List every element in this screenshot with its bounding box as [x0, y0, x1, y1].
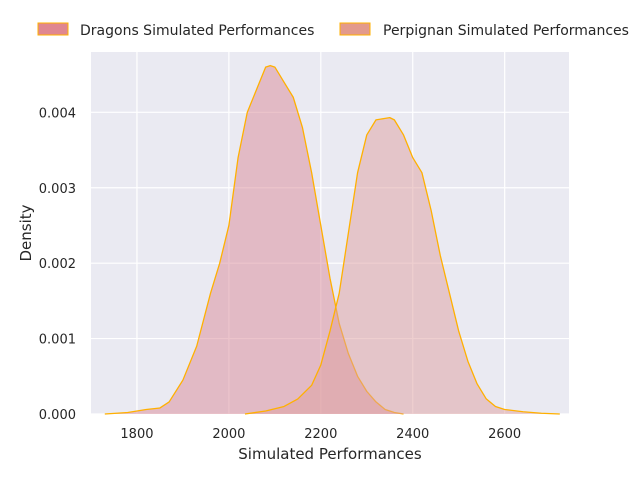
- area-fill-0: [104, 65, 404, 414]
- density-line-1: [244, 116, 560, 415]
- legend-label-dragons: Dragons Simulated Performances: [80, 23, 314, 39]
- x-tick-label-3: 2400: [396, 427, 429, 442]
- x-tick-labels: 1800 2000 2200 2400 2600: [120, 427, 521, 442]
- y-axis-title: Density: [17, 204, 35, 261]
- y-tick-label-4: 0.004: [39, 106, 76, 121]
- y-tick-label-2: 0.002: [39, 257, 76, 272]
- y-tick-label-1: 0.001: [39, 333, 76, 348]
- x-tick-label-2: 2200: [304, 427, 337, 442]
- x-tick-label-0: 1800: [120, 427, 153, 442]
- legend-label-perpignan: Perpignan Simulated Performances: [383, 23, 629, 39]
- density-areas: [104, 64, 560, 415]
- x-tick-label-4: 2600: [488, 427, 521, 442]
- legend-swatch-dragons: [37, 22, 69, 36]
- legend-swatch-perpignan: [339, 22, 371, 36]
- area-fill-1: [244, 117, 560, 415]
- y-tick-label-3: 0.003: [39, 182, 76, 197]
- y-tick-labels: 0.000 0.001 0.002 0.003 0.004: [39, 106, 76, 423]
- x-axis-title: Simulated Performances: [238, 445, 422, 463]
- legend: Dragons Simulated Performances Perpignan…: [37, 22, 629, 39]
- y-tick-label-0: 0.000: [39, 408, 76, 423]
- x-tick-label-1: 2000: [212, 427, 245, 442]
